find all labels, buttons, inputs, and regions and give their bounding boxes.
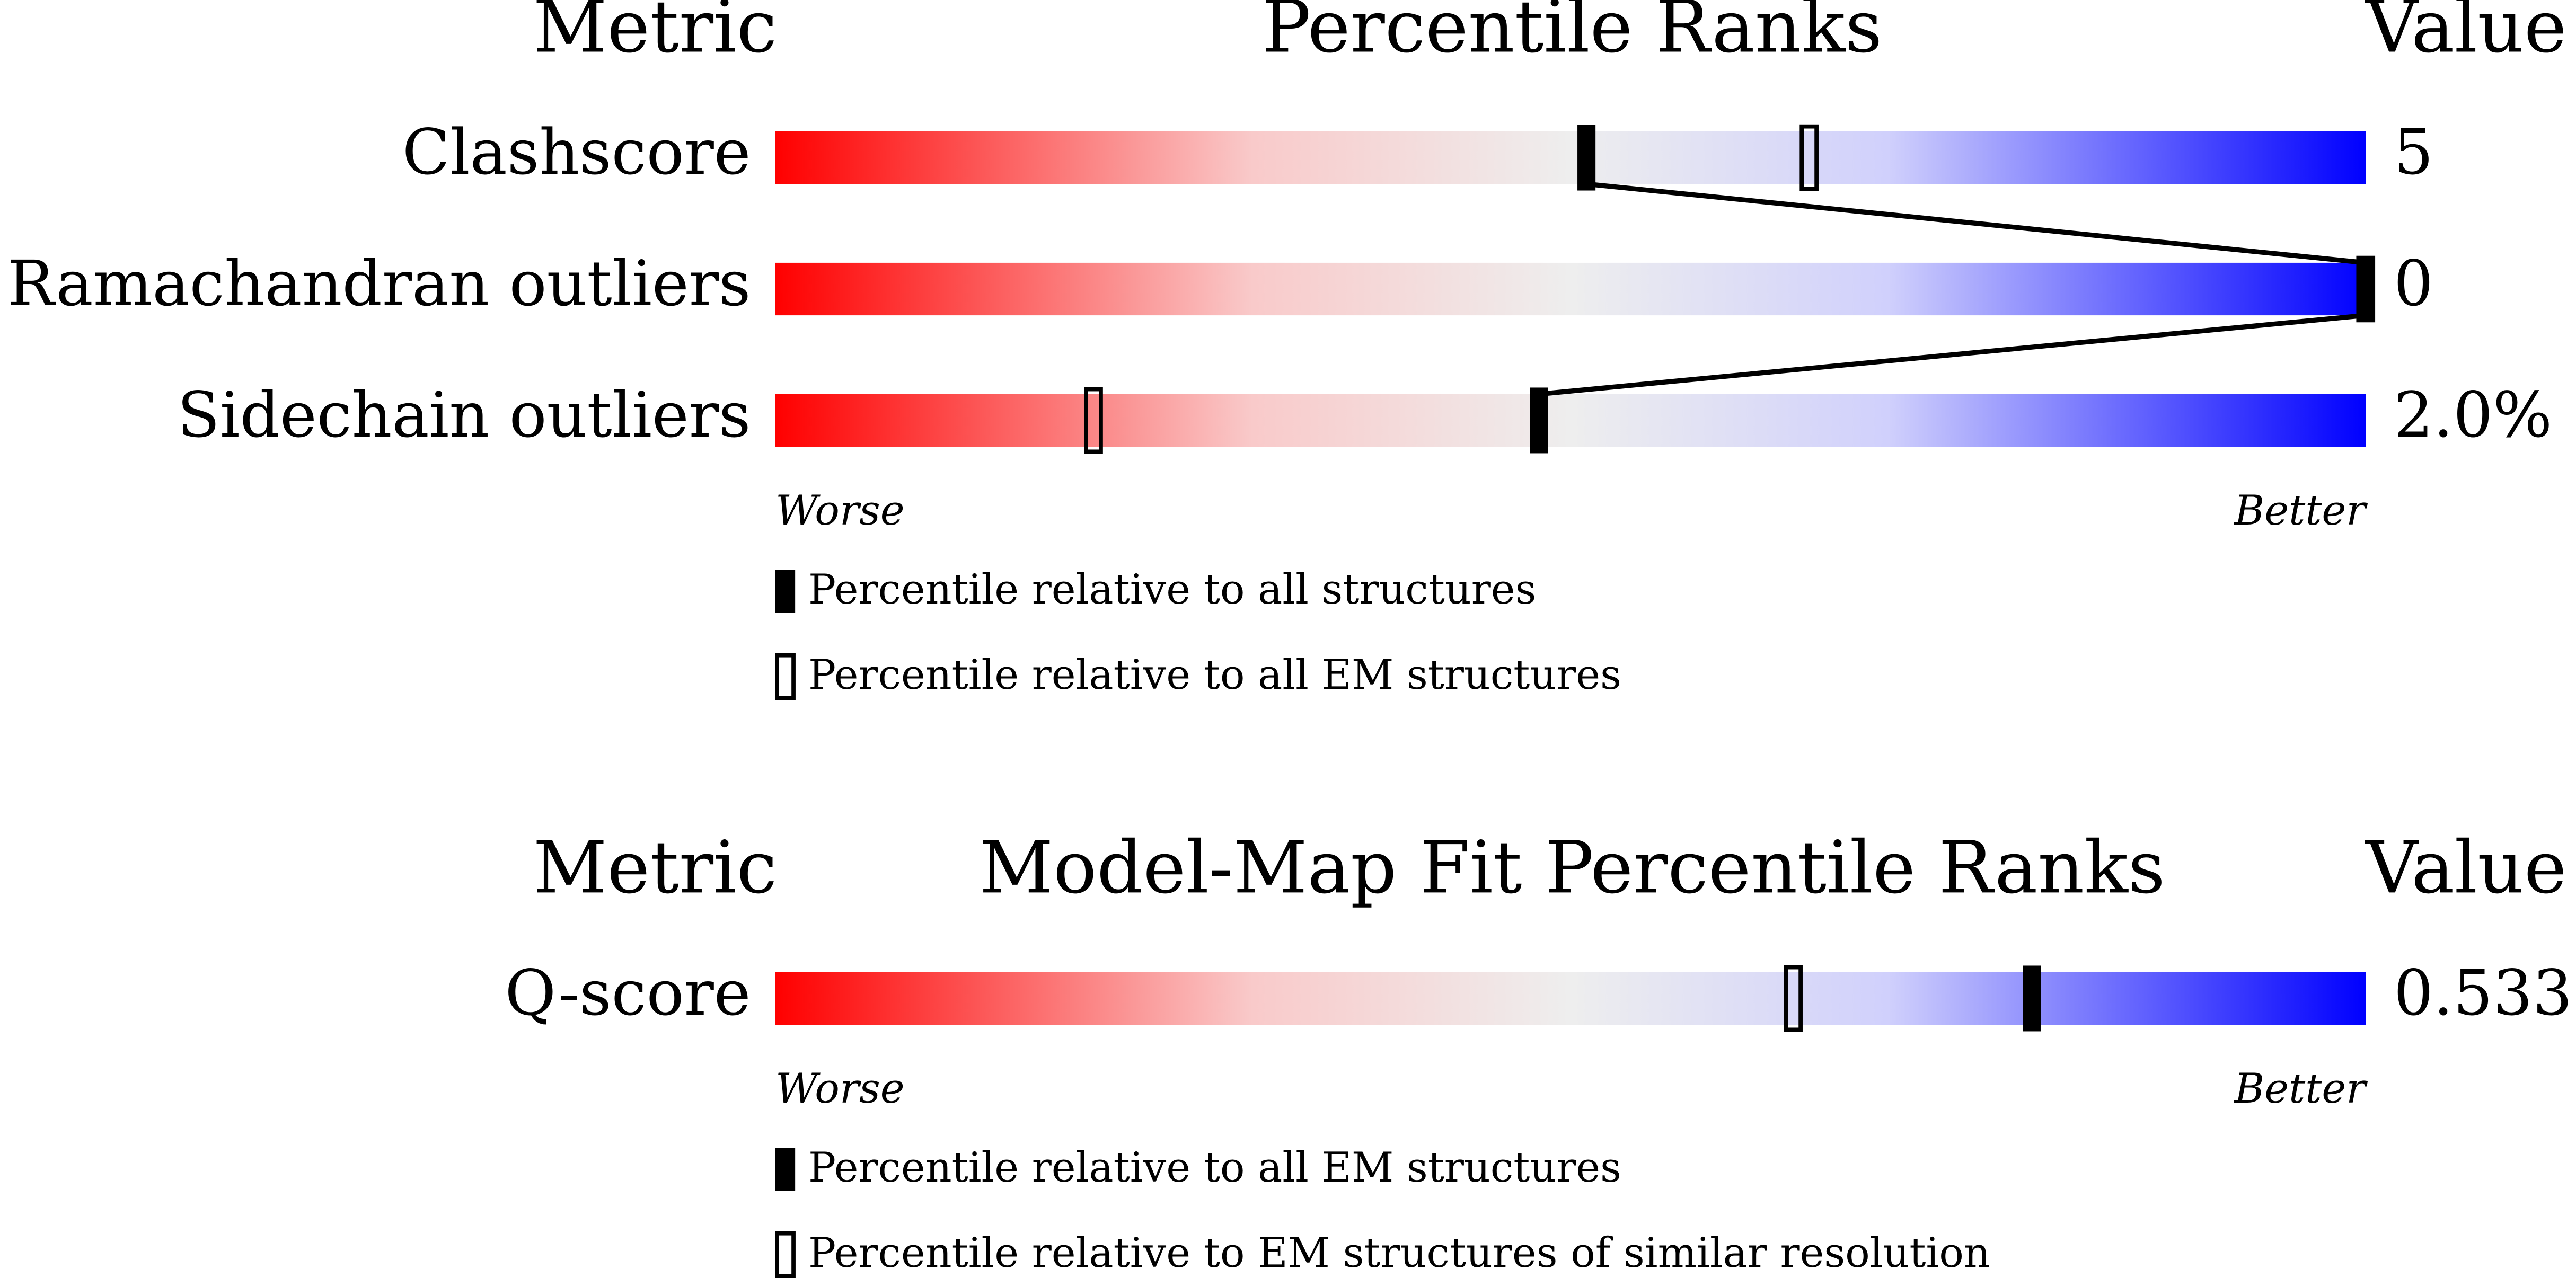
metric-label: Clashscore [402, 116, 751, 189]
connector [1586, 181, 2366, 265]
marker-outline [1784, 965, 1803, 1032]
legend-swatch [775, 570, 796, 613]
marker-outline [1799, 124, 1819, 191]
metric-label: Sidechain outliers [177, 379, 751, 451]
legend-swatch [775, 1231, 796, 1278]
metric-value: 0.533 [2394, 957, 2572, 1030]
legend-label: Percentile relative to all EM structures [808, 1144, 1621, 1192]
slider-bar [775, 262, 2366, 316]
marker-filled [2023, 965, 2041, 1032]
legend-label: Percentile relative to all structures [808, 566, 1536, 614]
marker-filled [1530, 387, 1548, 454]
metric-header: Metric [533, 0, 777, 69]
marker-outline [1084, 387, 1103, 454]
chart-title: Model-Map Fit Percentile Ranks [980, 826, 2165, 910]
legend-label: Percentile relative to all EM structures [808, 651, 1621, 699]
metric-label: Ramachandran outliers [7, 247, 751, 320]
chart-title: Percentile Ranks [1262, 0, 1882, 69]
metric-value: 5 [2394, 116, 2433, 189]
connector [1538, 313, 2366, 397]
better-label: Better [2233, 1065, 2368, 1113]
slider-bar [775, 131, 2366, 184]
worse-label: Worse [775, 487, 905, 535]
metric-label: Q-score [505, 957, 751, 1030]
better-label: Better [2233, 487, 2368, 535]
metric-value: 0 [2394, 247, 2433, 320]
legend-swatch [775, 1148, 796, 1191]
slider-bar [775, 972, 2366, 1025]
marker-filled [2357, 256, 2375, 322]
legend-swatch [775, 653, 796, 700]
value-header: Value [2365, 826, 2566, 910]
worse-label: Worse [775, 1065, 905, 1113]
metric-header: Metric [533, 826, 777, 910]
legend-label: Percentile relative to EM structures of … [808, 1229, 1990, 1277]
metric-value: 2.0% [2394, 379, 2552, 451]
marker-filled [1577, 125, 1596, 191]
slider-bar [775, 394, 2366, 447]
value-header: Value [2365, 0, 2566, 69]
